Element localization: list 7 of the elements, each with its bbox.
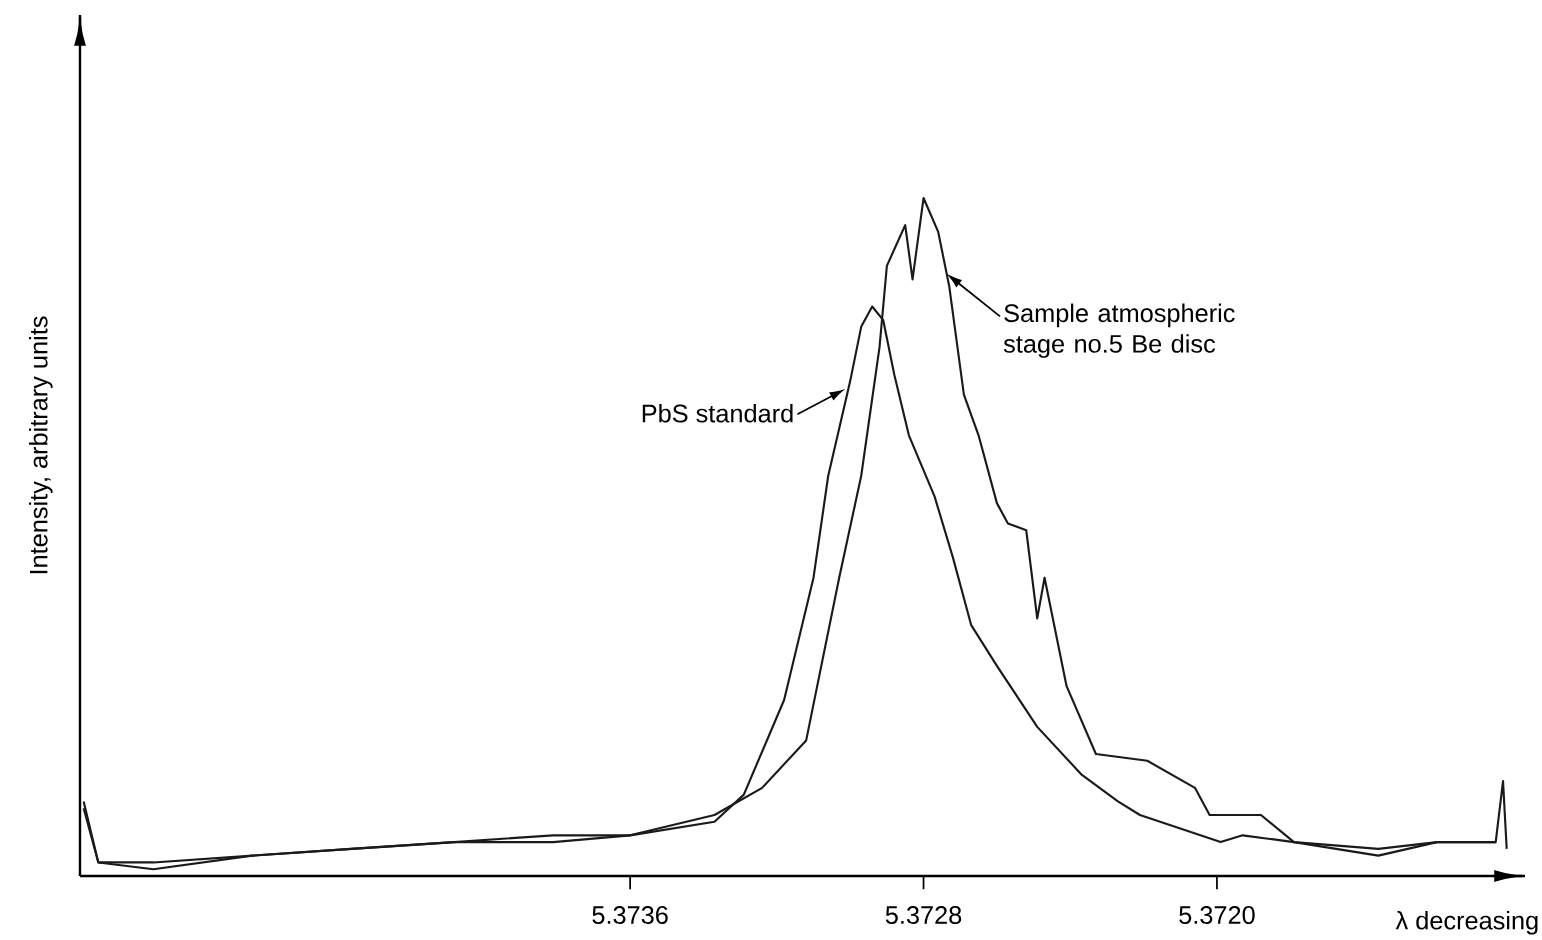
x-tick-label: 5.3728 [885, 906, 962, 924]
x-tick-label: 5.3720 [1179, 906, 1255, 924]
y-axis-title: Intensity, arbitrary units [28, 316, 53, 574]
x-axis-title: λ decreasing [1395, 910, 1538, 935]
x-tick-label: 5.3736 [592, 906, 668, 924]
annotation: Sample atmospheric stage no.5 Be disc [1003, 303, 1235, 358]
annotation: PbS standard [642, 403, 793, 423]
